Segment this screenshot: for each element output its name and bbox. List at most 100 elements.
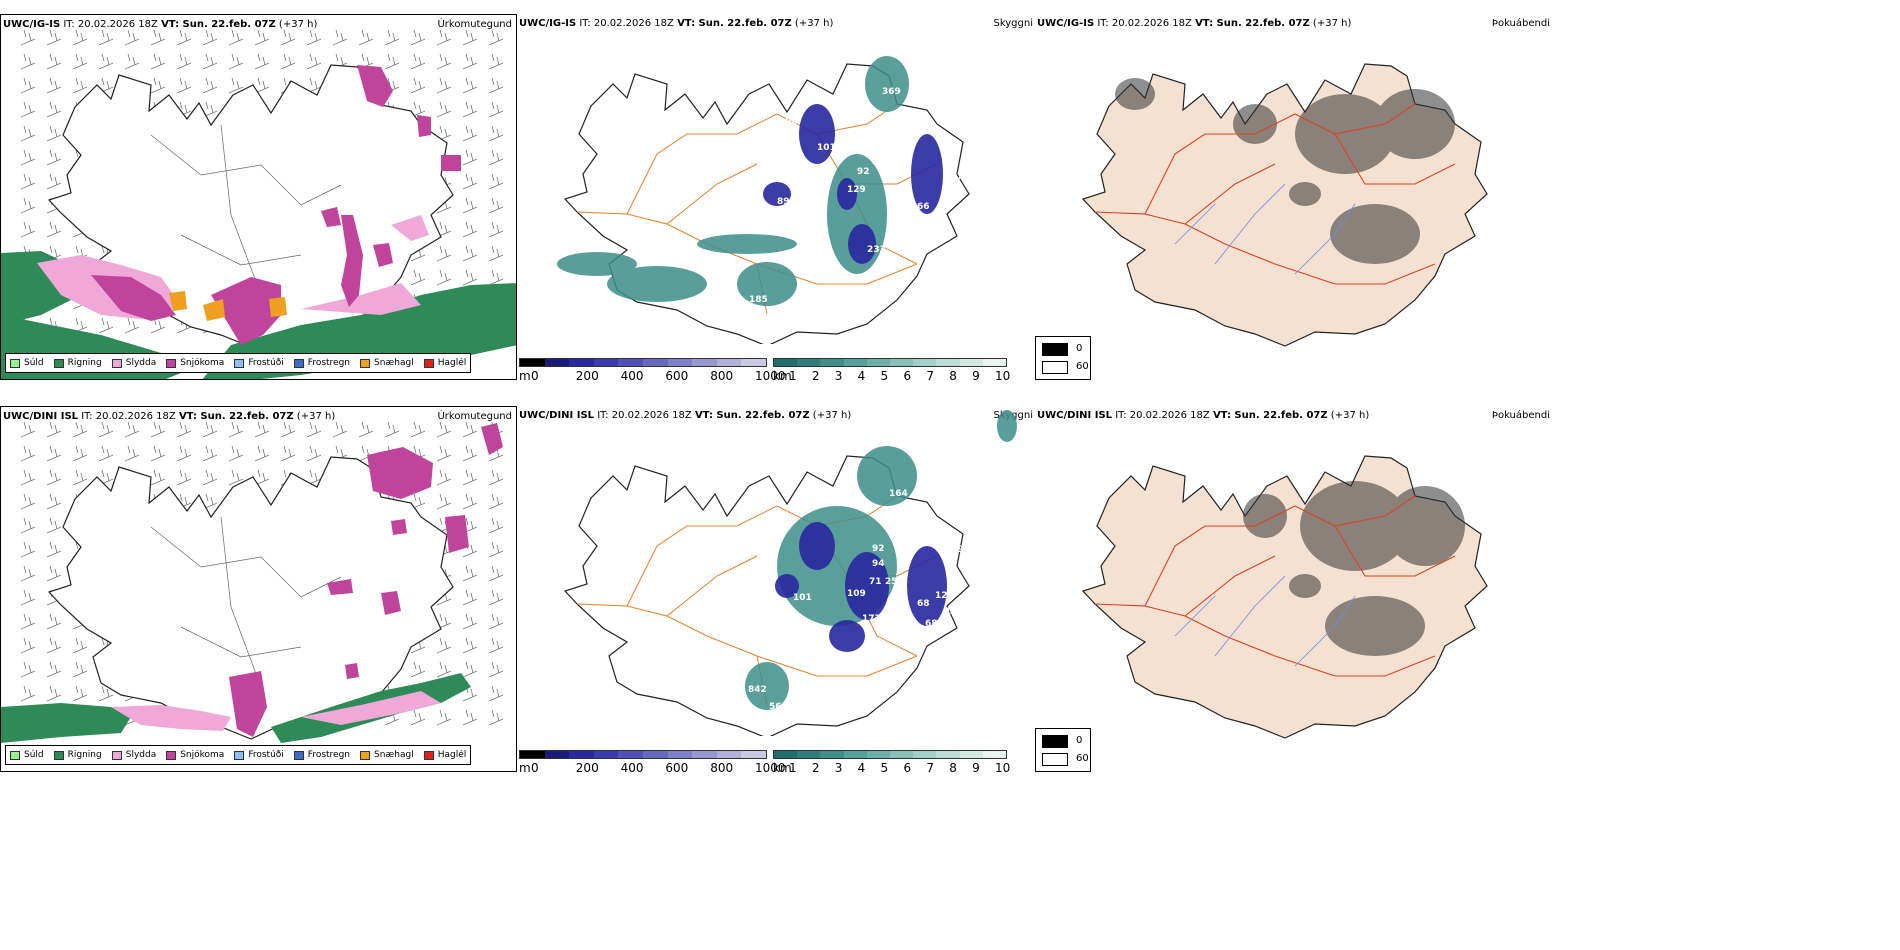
precip-legend: Súld Rigning Slydda Snjókoma Frostúði Fr… [5,745,472,765]
fog-index-map [1081,63,1488,347]
wind-barb [176,445,192,462]
visibility-low-areas [775,522,947,652]
peak-label: 96 [787,137,800,147]
wind-barb [150,77,166,94]
wind-barb [462,637,478,654]
wind-barb [98,53,114,70]
scale-tick-label: 6 [903,369,912,380]
wind-barb [202,77,218,94]
wind-barb [410,53,426,70]
lead-time: (+37 h) [812,410,852,421]
wind-barb [202,421,218,438]
wind-barb [488,173,504,190]
wind-barb [436,709,452,726]
fog-index-panel-row1: UWC/IG-IS IT: 20.02.2026 18Z VT: Sun. 22… [1035,14,1552,380]
wind-barb [488,101,504,118]
wind-barb [488,53,504,70]
scale-tick-label: 4 [857,369,866,380]
wind-barb [488,469,504,486]
scale-tick-label: 9 [972,369,980,380]
precip-map [1,29,516,379]
wind-barb [176,421,192,438]
wind-barb [228,421,244,438]
wind-barb [488,589,504,606]
scale-segment [936,751,960,758]
scale-segment [667,359,693,366]
valid-time: VT: Sun. 22.feb. 07Z [1212,410,1328,421]
peak-label: 100 [945,607,964,617]
wind-barb [72,29,88,46]
legend-item: Snjókoma [166,358,224,368]
wind-barb [202,445,218,462]
scale-tick-label: 6 [903,761,912,772]
scale-segment [618,359,643,366]
scale-segment [716,359,742,366]
visibility-panel-row1: UWC/IG-IS IT: 20.02.2026 18Z VT: Sun. 22… [517,14,1035,380]
sleet-region [111,691,441,731]
peak-label: 86 [815,97,828,107]
wind-barb [462,709,478,726]
wind-barb [306,53,322,70]
scale-segment [774,359,798,366]
scale-segment [593,751,619,758]
wind-barb [306,421,322,438]
rain-region [1,673,471,743]
wind-barb [228,77,244,94]
wind-barb [124,421,140,438]
scale-tick-label: 4 [857,761,866,772]
scale-segment [820,751,844,758]
wind-barb [20,469,36,486]
legend-swatch [53,750,64,760]
wind-barb [488,245,504,262]
scale-segment [913,359,937,366]
wind-barb [20,565,36,582]
wind-barb [46,637,62,654]
scale-tick-label: 7 [926,761,934,772]
scale-segment [692,751,717,758]
peak-label: 29 [872,157,885,167]
wind-barb [46,29,62,46]
peak-label: 185 [749,295,768,305]
init-time: IT: 20.02.2026 18Z [579,18,674,29]
scale-segment [544,359,570,366]
peak-label: 142 [932,479,951,489]
wind-barb [436,269,452,286]
wind-barb [150,469,166,486]
wind-barb [462,493,478,510]
legend-swatch [423,750,434,760]
wind-barb [462,53,478,70]
wind-barb [202,469,218,486]
wind-barb [384,29,400,46]
wind-barb [46,517,62,534]
fog-legend-label: 60 [1076,753,1089,764]
scale-segment [741,751,766,758]
visibility-low-areas [763,104,943,264]
valid-time: VT: Sun. 22.feb. 07Z [178,411,294,422]
visibility-scale-km: km 1 2 3 4 5 6 7 8 9 10 [773,750,1010,772]
scale-bar-km [773,750,1007,759]
wind-barb [72,77,88,94]
peak-label: 134 [967,147,986,157]
visibility-scale-m: m 0 200 400 600 800 1000 [519,358,786,380]
peak-label: 173 [862,614,881,624]
scale-segment [642,751,668,758]
lead-time: (+37 h) [1330,410,1370,421]
peak-label: 114 [903,517,922,527]
peak-label: 89 [777,197,790,207]
wind-barb [462,565,478,582]
peak-label: 140 [897,125,916,135]
precip-legend: Súld Rigning Slydda Snjókoma Frostúði Fr… [5,353,472,373]
wind-barb [462,29,478,46]
wind-barb [488,709,504,726]
scale-bar-m [519,358,767,367]
fog-legend: 0 60 [1035,336,1091,380]
peak-label: 101 [793,593,812,603]
panel-header: UWC/DINI ISL IT: 20.02.2026 18Z VT: Sun.… [1037,410,1369,421]
wind-barb [488,197,504,214]
wind-barb [46,565,62,582]
panel-title: Úrkomutegund [437,19,512,30]
panel-header: UWC/DINI ISL IT: 20.02.2026 18Z VT: Sun.… [519,410,851,421]
peak-label: 109 [907,219,926,229]
scale-segment [959,751,983,758]
wind-barb [410,77,426,94]
